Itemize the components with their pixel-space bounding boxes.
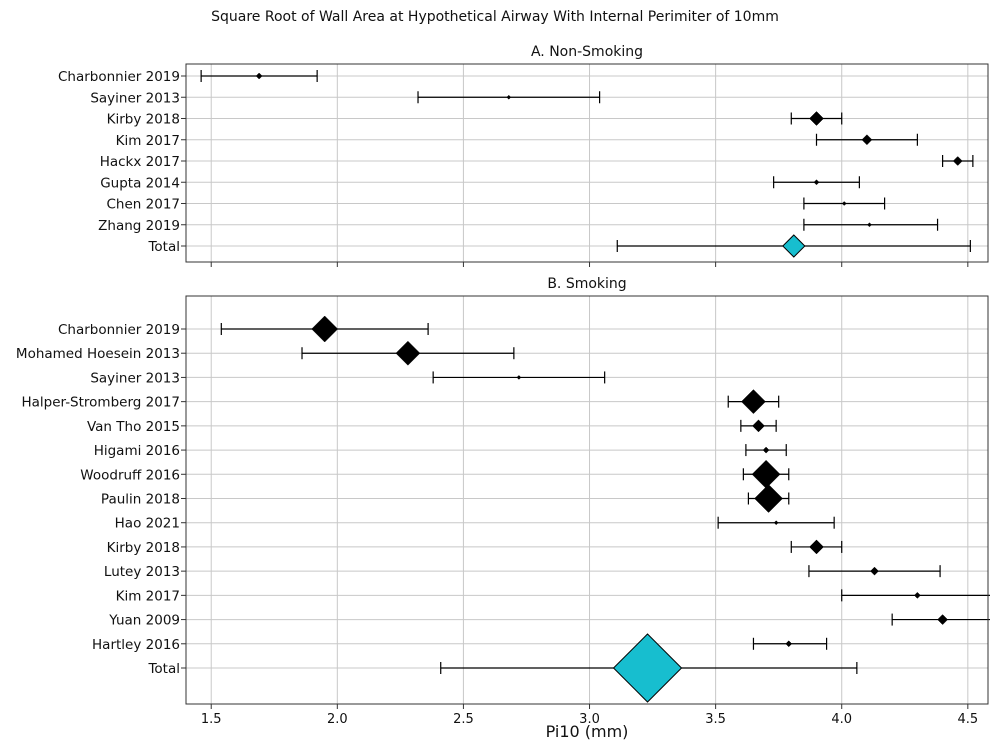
panel-a-frame [185, 63, 989, 263]
panel-b-row-label: Yuan 2009 [108, 613, 180, 629]
panel-b-row-label: Hartley 2016 [92, 637, 180, 653]
panel-a-row-label: Gupta 2014 [100, 175, 180, 191]
panel-a-study-marker [506, 94, 512, 100]
panel-b-row-label: Paulin 2018 [101, 492, 180, 508]
panel-a-row-label: Zhang 2019 [98, 218, 180, 234]
panel-a-row-label: Total [147, 239, 180, 255]
panel-b-total-marker [612, 633, 683, 703]
panel-a-row-label: Kim 2017 [116, 133, 180, 149]
panel-b-row-label: Woodruff 2016 [80, 467, 180, 483]
panel-b-xtick-label: 4.5 [957, 712, 978, 727]
panel-b-xlabel: Pi10 (mm) [546, 722, 629, 740]
panel-a-title: A. Non-Smoking [531, 44, 643, 60]
panel-b-study-marker [751, 459, 781, 489]
panel-a-row-label: Hackx 2017 [100, 154, 180, 170]
panel-b-row-label: Kim 2017 [116, 588, 180, 604]
panel-b-row-label: Total [147, 661, 180, 677]
panel-b-xtick-label: 4.0 [831, 712, 852, 727]
panel-b-row-label: Halper-Stromberg 2017 [21, 395, 180, 411]
panel-a-study-marker [867, 222, 872, 228]
panel-b-row-label: Lutey 2013 [104, 564, 180, 580]
panel-a-row-label: Charbonnier 2019 [58, 69, 180, 85]
panel-b-xtick-label: 2.5 [453, 712, 474, 727]
panel-b-xtick-label: 3.0 [579, 712, 600, 727]
panel-b-study-marker [762, 446, 770, 454]
panel-b: 1.5 2.0 2.5 3.0 3.5 4.0 4.5 Charbonnier 2019 Moh… [16, 276, 990, 740]
panel-a-row-label: Kirby 2018 [107, 112, 180, 128]
panel-b-row-label: Mohamed Hoesein 2013 [16, 346, 180, 362]
panel-a-study-marker [813, 179, 820, 186]
panel-b-study-marker [752, 419, 765, 433]
panel-b-study-marker [311, 315, 339, 343]
panel-a-total-marker [782, 234, 806, 258]
panel-b-row-label: Charbonnier 2019 [58, 322, 180, 338]
panel-b-xtick-label: 3.5 [705, 712, 726, 727]
figure-title: Square Root of Wall Area at Hypothetical… [211, 9, 779, 25]
panel-b-study-marker [395, 340, 421, 366]
panel-b-study-marker [937, 614, 948, 625]
panel-b-study-marker [914, 592, 921, 599]
panel-a-study-marker [861, 134, 873, 146]
panel-a-study-marker [952, 156, 963, 166]
panel-b-row-label: Higami 2016 [94, 443, 180, 459]
panel-b-frame [185, 295, 989, 705]
panel-b-row-label: Sayiner 2013 [90, 370, 180, 386]
panel-b-xtick-label: 2.0 [327, 712, 348, 727]
panel-b-study-marker [809, 539, 824, 555]
panel-a-study-marker [841, 201, 847, 206]
panel-b-row-label: Van Tho 2015 [87, 419, 180, 435]
panel-a-study-marker [255, 72, 263, 80]
panel-a-row-label: Chen 2017 [107, 197, 181, 213]
panel-a-row-label: Sayiner 2013 [90, 90, 180, 106]
panel-a: Charbonnier 2019 Sayiner 2013 Kirby 2018 Ki… [58, 44, 989, 267]
panel-b-study-marker [516, 375, 522, 380]
panel-b-study-marker [754, 484, 783, 513]
panel-b-study-marker [870, 566, 879, 576]
panel-b-study-marker [773, 520, 779, 526]
panel-b-study-marker [741, 389, 766, 414]
panel-b-study-marker [785, 640, 793, 648]
panel-b-row-label: Hao 2021 [115, 516, 180, 532]
panel-b-row-label: Kirby 2018 [107, 540, 180, 556]
panel-b-title: B. Smoking [547, 276, 626, 292]
panel-a-study-marker [809, 111, 824, 126]
panel-b-xtick-label: 1.5 [201, 712, 222, 727]
